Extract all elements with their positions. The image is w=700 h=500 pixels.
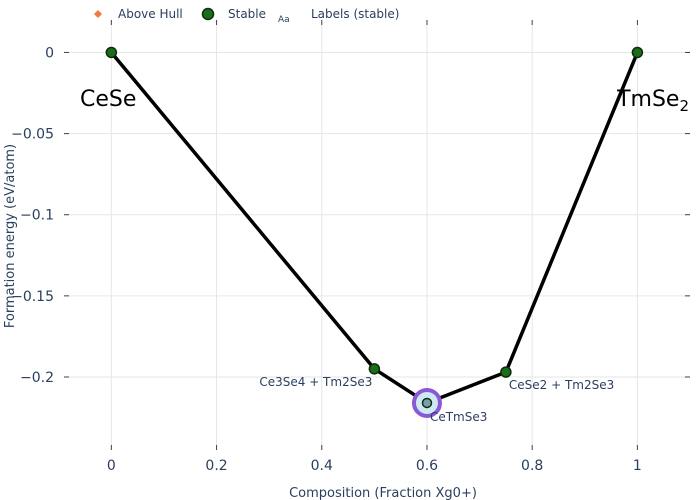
end-label-left: CeSe [80, 87, 136, 112]
grid [64, 20, 690, 450]
y-tick-label: −0.2 [20, 370, 54, 386]
x-tick-label: 0.2 [205, 458, 227, 474]
y-axis-title: Formation energy (eV/atom) [3, 144, 18, 328]
diamond-marker-icon [94, 10, 102, 18]
point-label: CeTmSe3 [430, 410, 487, 424]
x-tick-label: 0.4 [311, 458, 333, 474]
end-labels: CeSe TmSe2 [80, 87, 689, 115]
hull-line [109, 51, 640, 405]
text-marker-icon: Aa [278, 15, 290, 25]
stable-point[interactable] [500, 366, 512, 378]
legend-label: Above Hull [118, 7, 183, 21]
x-tick-label: 0.8 [521, 458, 543, 474]
point-label: CeSe2 + Tm2Se3 [509, 378, 614, 392]
legend-item-labels[interactable]: Aa Labels (stable) [278, 7, 399, 25]
point-labels: Ce3Se4 + Tm2Se3 CeTmSe3 CeSe2 + Tm2Se3 [259, 375, 614, 424]
stable-point[interactable] [631, 46, 644, 59]
axes: 0 0.2 0.4 0.6 0.8 1 0 −0.05 −0.1 −0.15 −0.2 [11, 20, 690, 474]
legend-item-stable[interactable]: Stable [201, 7, 267, 21]
y-tick-label: −0.05 [11, 127, 54, 143]
point-label: Ce3Se4 + Tm2Se3 [259, 375, 372, 389]
hull-polyline [109, 51, 640, 405]
legend[interactable]: Above Hull Stable Aa Labels (stable) [94, 7, 399, 25]
x-axis-title: Composition (Fraction Xg0+) [289, 486, 477, 500]
x-tick-label: 0.6 [416, 458, 438, 474]
stable-point[interactable] [368, 363, 381, 375]
stable-point[interactable] [421, 397, 433, 409]
x-tick-label: 1 [633, 458, 642, 474]
x-tick-label: 0 [107, 458, 116, 474]
y-tick-label: 0 [45, 45, 54, 61]
y-tick-label: −0.1 [20, 208, 54, 224]
stable-point[interactable] [105, 46, 118, 59]
legend-label: Labels (stable) [311, 7, 399, 21]
legend-label: Stable [228, 7, 266, 21]
data-points [105, 46, 644, 418]
circle-marker-icon [201, 7, 215, 21]
legend-item-above-hull[interactable]: Above Hull [94, 7, 183, 21]
y-tick-label: −0.15 [11, 289, 54, 305]
end-label-right: TmSe2 [616, 87, 689, 115]
